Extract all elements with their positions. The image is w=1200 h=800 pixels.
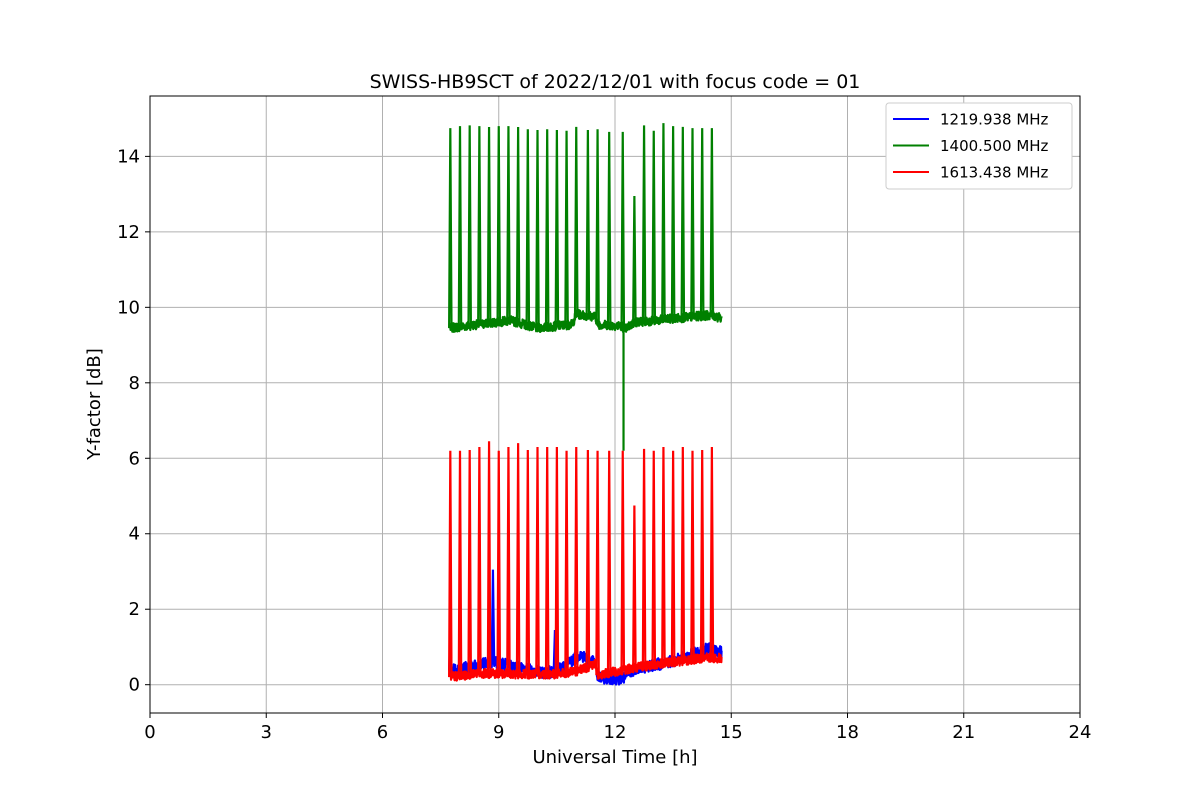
x-tick-label-6: 18 [836,722,859,743]
y-tick-label-5: 10 [117,297,140,318]
series-2-spike-18 [632,505,637,668]
x-tick-label-0: 0 [144,722,155,743]
legend-label-2: 1613.438 MHz [940,164,1049,182]
series-2-spike-1 [457,450,463,676]
series-2 [448,441,723,682]
series-2-spike-4 [486,441,492,674]
series-2-spike-14 [585,449,591,667]
y-tick-label-1: 2 [129,599,140,620]
y-axis-label: Y-factor [dB] [84,348,105,461]
series-2-spike-12 [564,450,569,673]
x-tick-label-1: 3 [261,722,272,743]
series-1-spike-19 [641,125,647,322]
series-1-spike-18 [632,195,637,323]
series-1-spike-21 [661,123,666,320]
y-tick-label-6: 12 [117,222,140,243]
series-1-spike-0 [448,128,453,329]
series-2-spike-21 [661,446,666,664]
series-2-spike-9 [535,446,540,675]
series-1-spike-12 [564,130,569,325]
x-axis-label: Universal Time [h] [532,747,697,768]
series-1-spike-22 [670,126,676,319]
series-1-spike-1 [457,126,463,327]
series-1-spike-14 [585,129,591,316]
series-2-line [449,652,723,682]
series-2-spike-13 [573,446,579,672]
x-tick-label-7: 21 [952,722,975,743]
series-2-spike-8 [525,449,531,675]
series-2-spike-6 [506,446,511,674]
series-2-spike-10 [544,446,550,675]
series-2-spike-23 [680,446,686,661]
y-tick-label-4: 8 [129,373,140,394]
legend-label-0: 1219.938 MHz [940,111,1049,129]
series-2-spike-25 [699,449,705,659]
series-1-spike-23 [680,126,686,318]
series-2-spike-16 [606,450,612,673]
series-2-spike-17 [620,450,626,671]
x-tick-label-8: 24 [1069,722,1092,743]
y-tick-label-3: 6 [129,448,140,469]
series-2-spike-20 [651,450,657,665]
series-1-spike-17 [620,131,626,327]
series-1-spike-9 [535,129,540,329]
series-1-spike-7 [515,126,521,323]
x-tick-label-3: 9 [493,722,504,743]
series-2-spike-26 [709,446,715,658]
series-1 [448,123,723,451]
series-2-spike-2 [467,449,472,675]
series-2-spike-3 [477,446,482,674]
series-2-spike-19 [641,448,647,667]
y-tick-label-2: 4 [129,524,140,545]
series-1-spike-2 [467,125,472,326]
series-2-spike-7 [515,443,521,675]
series-1-spike-8 [525,129,531,326]
series-1-spike-4 [486,126,492,324]
series-2-spike-5 [496,450,502,674]
series-1-spike-25 [699,128,705,316]
series-1-spike-24 [690,128,695,317]
x-tick-label-4: 12 [604,722,627,743]
series-1-spike-15 [595,129,600,325]
series-2-spike-15 [595,450,600,676]
series-1-spike-6 [506,126,511,321]
series-1-spike-11 [554,129,560,326]
y-tick-label-0: 0 [129,675,140,696]
series-1-spike-16 [606,131,612,326]
legend: 1219.938 MHz 1400.500 MHz 1613.438 MHz [885,102,1073,190]
series-1-spike-13 [573,126,579,315]
series-1-spike-26 [709,128,715,315]
legend-box [885,102,1073,190]
series-1-spike-10 [544,129,550,328]
x-tick-label-5: 15 [720,722,743,743]
series-0-spike-1 [490,569,496,662]
series-1-spike-20 [651,130,657,321]
chart-title: SWISS-HB9SCT of 2022/12/01 with focus co… [370,71,861,93]
series-2-spike-0 [448,450,453,678]
series-layer [448,123,723,686]
legend-label-1: 1400.500 MHz [940,137,1049,155]
series-1-spike-5 [496,126,502,322]
series-2-spike-11 [554,446,560,675]
series-2-spike-24 [690,450,695,660]
y-tick-label-7: 14 [117,146,140,167]
x-tick-label-2: 6 [377,722,388,743]
series-1-spike-3 [477,126,482,325]
series-2-spike-22 [670,450,676,663]
